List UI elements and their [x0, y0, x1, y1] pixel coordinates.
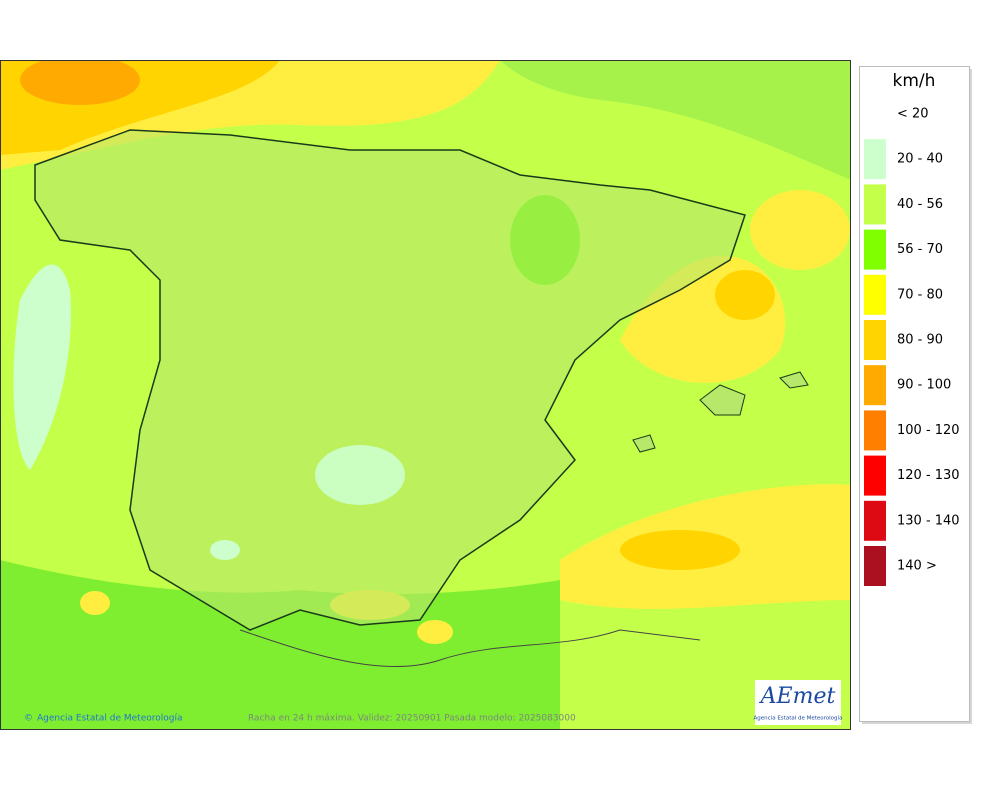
legend-label: 70 - 80	[897, 287, 943, 302]
legend-label: 80 - 90	[897, 333, 943, 348]
legend-swatch	[864, 139, 886, 180]
legend-swatch	[864, 184, 886, 225]
legend-swatch	[864, 229, 886, 270]
legend-label: 130 - 140	[897, 513, 960, 528]
legend-swatch	[864, 365, 886, 406]
copyright-icon: ©	[24, 714, 33, 724]
legend-label: 56 - 70	[897, 242, 943, 257]
logo-subtitle: Agencia Estatal de Meteorología	[754, 715, 843, 722]
legend-label: 40 - 56	[897, 197, 943, 212]
caption: Racha en 24 h máxima. Validez: 20250901 …	[248, 714, 576, 724]
map-frame	[0, 60, 851, 730]
legend: < 20 20 - 40 40 - 56 56 - 70 70 - 80 80 - 90 9…	[864, 107, 960, 586]
legend-swatch	[864, 500, 886, 541]
legend-label: 120 - 130	[897, 468, 960, 483]
credit: Agencia Estatal de Meteorología	[37, 714, 183, 724]
legend-swatch	[864, 320, 886, 360]
map-fields	[0, 60, 851, 730]
legend-title: km/h	[893, 71, 936, 91]
legend-label: 140 >	[897, 559, 937, 574]
logo-name: AEmet	[759, 684, 836, 709]
legend-label: 90 - 100	[897, 378, 951, 393]
legend-label: 20 - 40	[897, 152, 943, 167]
legend-swatch	[864, 455, 886, 496]
legend-swatch	[864, 274, 886, 315]
logo-box	[755, 680, 841, 725]
legend-swatch	[864, 410, 886, 451]
legend-label: 100 - 120	[897, 423, 960, 438]
legend-swatch	[864, 546, 886, 586]
legend-label: < 20	[897, 107, 929, 122]
